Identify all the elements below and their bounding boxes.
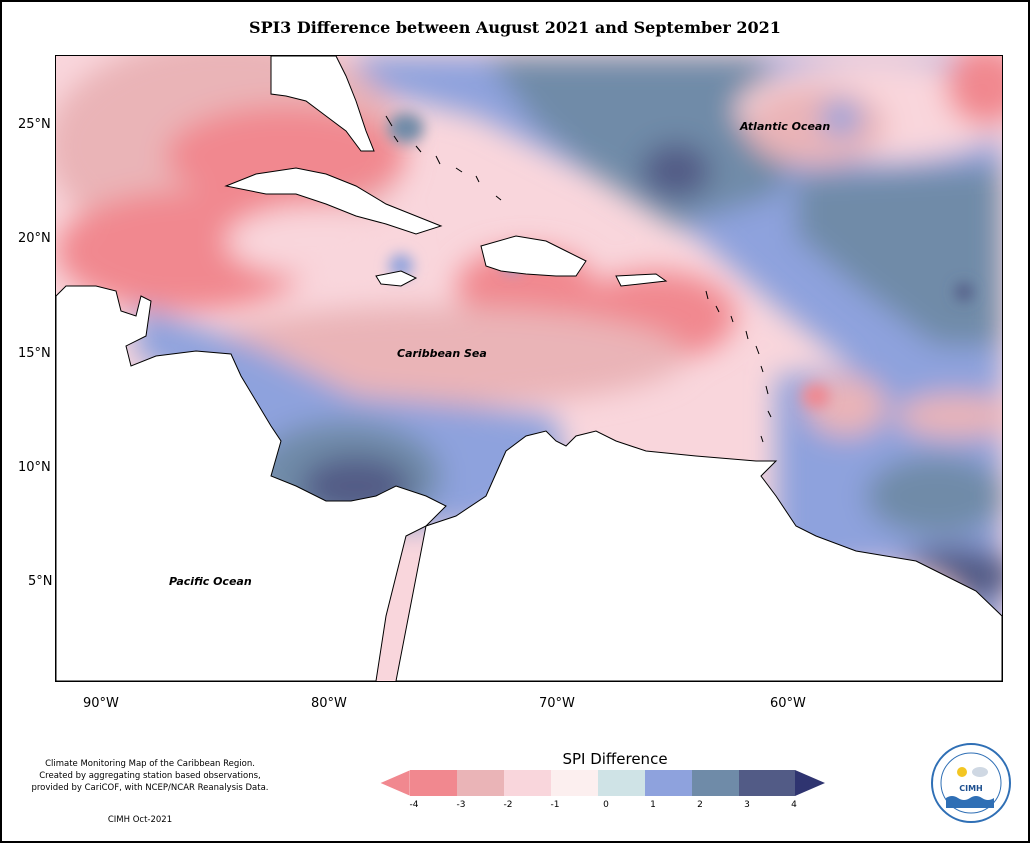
legend-tick: -3 bbox=[456, 800, 466, 810]
lat-tick: 5°N bbox=[28, 574, 53, 589]
lat-tick: 15°N bbox=[18, 346, 51, 361]
spi-map bbox=[56, 56, 1002, 681]
cloud-icon bbox=[972, 767, 988, 777]
wave-icon bbox=[946, 796, 994, 808]
lon-tick: 60°W bbox=[770, 696, 806, 711]
legend-swatch bbox=[504, 770, 551, 796]
land-masses bbox=[56, 56, 1002, 681]
lon-tick: 90°W bbox=[83, 696, 119, 711]
legend-title: SPI Difference bbox=[562, 750, 668, 768]
map-title: SPI3 Difference between August 2021 and … bbox=[249, 18, 781, 37]
credits-line: Created by aggregating station based obs… bbox=[39, 771, 261, 781]
legend-tick: 2 bbox=[697, 800, 703, 810]
lon-tick: 70°W bbox=[539, 696, 575, 711]
credits-line: provided by CariCOF, with NCEP/NCAR Rean… bbox=[31, 783, 269, 793]
legend-tick: -1 bbox=[550, 800, 560, 810]
legend-tick: 0 bbox=[603, 800, 609, 810]
legend-swatch bbox=[795, 770, 825, 796]
credits-line: Climate Monitoring Map of the Caribbean … bbox=[45, 759, 255, 769]
legend-colorbar bbox=[380, 770, 825, 796]
map-panel bbox=[55, 55, 1003, 682]
legend-swatch bbox=[380, 770, 411, 796]
legend-tick: 4 bbox=[791, 800, 797, 810]
lat-tick: 25°N bbox=[18, 117, 51, 132]
legend-swatch bbox=[551, 770, 598, 796]
legend-tick: -2 bbox=[503, 800, 513, 810]
legend-swatch bbox=[739, 770, 795, 796]
legend-swatch bbox=[645, 770, 692, 796]
legend-swatch bbox=[410, 770, 457, 796]
legend-tick: -4 bbox=[409, 800, 419, 810]
cimh-logo: CIMH bbox=[931, 743, 1011, 823]
lon-tick: 80°W bbox=[311, 696, 347, 711]
sun-icon bbox=[957, 767, 967, 777]
legend-swatch bbox=[457, 770, 504, 796]
ocean-label-atlantic: Atlantic Ocean bbox=[740, 120, 831, 133]
credits-date: CIMH Oct-2021 bbox=[107, 815, 173, 825]
legend-swatch bbox=[692, 770, 739, 796]
lat-tick: 10°N bbox=[18, 460, 51, 475]
lat-tick: 20°N bbox=[18, 231, 51, 246]
logo-text: CIMH bbox=[959, 784, 983, 793]
legend-tick: 3 bbox=[744, 800, 750, 810]
legend-swatch bbox=[598, 770, 645, 796]
islands bbox=[385, 115, 772, 443]
map-credits: Climate Monitoring Map of the Caribbean … bbox=[20, 758, 280, 794]
legend-tick: 1 bbox=[650, 800, 656, 810]
ocean-label-caribbean: Caribbean Sea bbox=[397, 347, 487, 360]
ocean-label-pacific: Pacific Ocean bbox=[169, 575, 252, 588]
